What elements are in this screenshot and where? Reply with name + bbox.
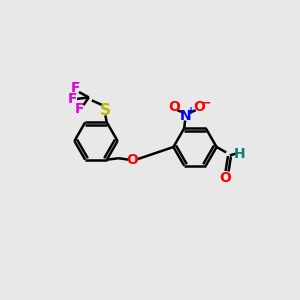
Text: S: S <box>100 103 111 118</box>
Text: N: N <box>180 109 191 123</box>
Text: +: + <box>187 106 195 116</box>
Text: F: F <box>75 102 85 116</box>
Text: F: F <box>68 92 77 106</box>
Text: −: − <box>201 97 211 110</box>
Text: O: O <box>126 153 138 167</box>
Text: O: O <box>220 171 232 184</box>
Text: O: O <box>193 100 205 114</box>
Text: H: H <box>234 147 245 160</box>
Text: F: F <box>70 81 80 95</box>
Text: O: O <box>168 100 180 114</box>
